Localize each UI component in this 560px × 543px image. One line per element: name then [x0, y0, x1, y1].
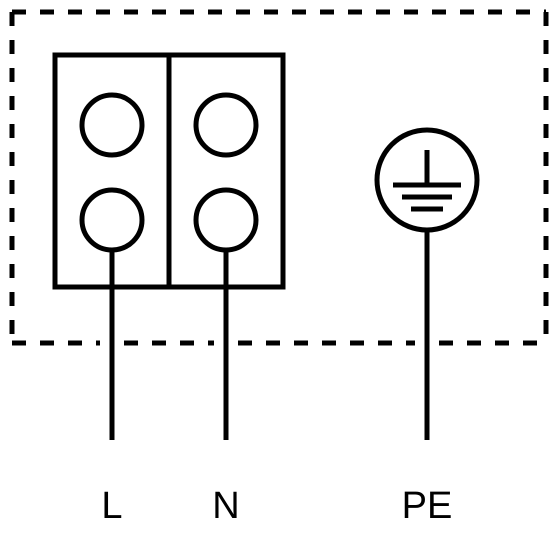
label-PE: PE — [397, 485, 457, 528]
terminal-N-bottom — [196, 190, 256, 250]
wires — [112, 230, 427, 440]
terminal-N-top — [196, 95, 256, 155]
label-N: N — [206, 485, 246, 528]
diagram-svg — [0, 0, 560, 543]
pe-earth-symbol — [377, 130, 477, 230]
terminal-block — [55, 55, 283, 287]
label-L: L — [92, 485, 132, 528]
dashed-enclosure — [12, 12, 546, 343]
terminal-L-top — [82, 95, 142, 155]
wiring-diagram: L N PE — [0, 0, 560, 543]
terminal-L-bottom — [82, 190, 142, 250]
